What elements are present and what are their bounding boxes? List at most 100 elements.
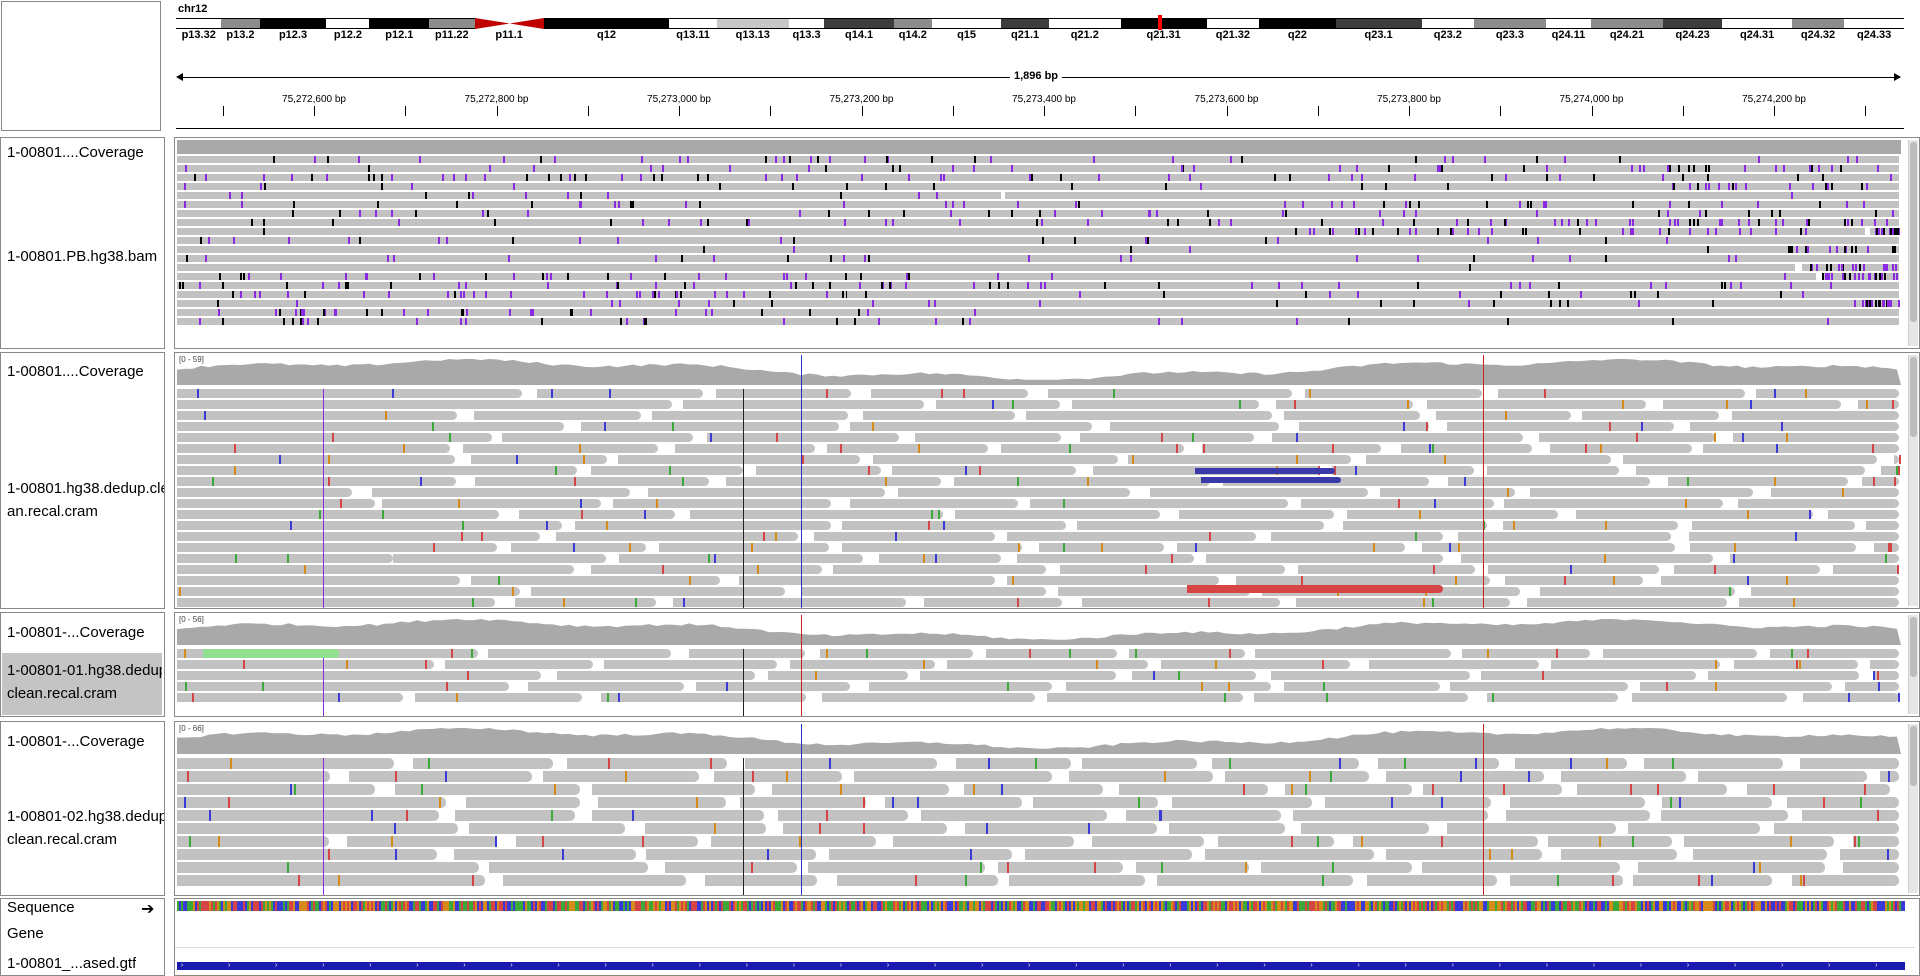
aligned-read[interactable] (177, 849, 302, 860)
aligned-read[interactable] (321, 875, 485, 886)
vertical-scrollbar[interactable] (1908, 724, 1918, 893)
aligned-read[interactable] (1058, 587, 1250, 596)
aligned-read[interactable] (1738, 598, 1899, 607)
coverage-plot[interactable] (177, 140, 1901, 154)
aligned-read[interactable] (1071, 400, 1259, 409)
aligned-read[interactable] (1082, 598, 1281, 607)
coverage-track-label[interactable]: 1-00801....Coverage (7, 363, 144, 380)
aligned-read[interactable] (1732, 433, 1899, 442)
aligned-read[interactable] (1509, 797, 1646, 808)
aligned-read[interactable] (985, 649, 1117, 658)
vertical-scrollbar[interactable] (1908, 140, 1918, 346)
aligned-read[interactable] (567, 758, 727, 769)
aligned-read[interactable] (1304, 389, 1482, 398)
aligned-read[interactable] (814, 532, 996, 541)
aligned-read[interactable] (1660, 576, 1899, 585)
reference-sequence-bar[interactable] (177, 901, 1905, 911)
aligned-read[interactable] (1301, 499, 1494, 508)
aligned-read[interactable] (334, 466, 578, 475)
aligned-read[interactable] (302, 598, 496, 607)
aligned-read[interactable] (1644, 758, 1783, 769)
aligned-read[interactable] (1783, 246, 1899, 253)
aligned-read[interactable] (528, 682, 685, 691)
aligned-read[interactable] (778, 810, 909, 821)
ideogram-band[interactable] (1120, 18, 1207, 29)
aligned-read[interactable] (1171, 797, 1312, 808)
scroll-thumb[interactable] (1910, 357, 1917, 437)
aligned-read[interactable] (1275, 400, 1413, 409)
aligned-read[interactable] (863, 411, 1016, 420)
aligned-read[interactable] (1225, 771, 1369, 782)
aligned-read[interactable] (1506, 810, 1650, 821)
aligned-read[interactable] (711, 836, 876, 847)
aligned-read[interactable] (683, 400, 924, 409)
aligned-read[interactable] (1821, 273, 1899, 280)
aligned-read[interactable] (1436, 411, 1572, 420)
aligned-read[interactable] (489, 862, 648, 873)
aligned-read[interactable] (1422, 543, 1676, 552)
aligned-read[interactable] (1486, 466, 1619, 475)
aligned-read[interactable] (756, 466, 881, 475)
selected-track-highlight[interactable]: 1-00801-01.hg38.dedup. clean.recal.cram (2, 653, 162, 715)
aligned-read[interactable] (891, 466, 1076, 475)
aligned-read[interactable] (1283, 682, 1440, 691)
discordant-pair-read[interactable] (1201, 477, 1341, 483)
aligned-read[interactable] (213, 771, 330, 782)
aligned-read[interactable] (268, 810, 440, 821)
aligned-read[interactable] (1298, 422, 1430, 431)
aligned-read[interactable] (1504, 576, 1644, 585)
aligned-read[interactable] (849, 422, 1092, 431)
data-panel-02[interactable]: [0 - 66] (174, 721, 1920, 896)
aligned-read[interactable] (177, 598, 370, 607)
aligned-read[interactable] (1702, 444, 1899, 453)
aligned-read[interactable] (177, 565, 364, 574)
aligned-read[interactable] (854, 771, 1053, 782)
aligned-read[interactable] (471, 455, 608, 464)
vertical-scrollbar[interactable] (1908, 615, 1918, 714)
ideogram-band[interactable] (669, 18, 717, 29)
aligned-read[interactable] (1487, 565, 1660, 574)
aligned-read[interactable] (254, 576, 460, 585)
aligned-read[interactable] (177, 237, 1643, 244)
aligned-read[interactable] (1346, 510, 1559, 519)
aligned-read[interactable] (371, 488, 631, 497)
aligned-read[interactable] (177, 246, 1809, 253)
aligned-read[interactable] (618, 455, 860, 464)
aligned-read[interactable] (1156, 875, 1354, 886)
coverage-plot[interactable] (177, 613, 1901, 647)
gene-track-area[interactable] (175, 919, 1915, 948)
aligned-read[interactable] (1332, 466, 1475, 475)
aligned-read[interactable] (790, 660, 936, 669)
aligned-read[interactable] (177, 264, 950, 271)
aligned-read[interactable] (1839, 849, 1899, 860)
aligned-read[interactable] (1632, 693, 1787, 702)
aligned-read[interactable] (1801, 264, 1899, 271)
aligned-read[interactable] (177, 532, 342, 541)
ideogram-band[interactable] (1722, 18, 1792, 29)
aligned-read[interactable] (1366, 455, 1611, 464)
aligned-read[interactable] (177, 156, 1043, 163)
aligned-read[interactable] (1059, 565, 1285, 574)
aligned-read[interactable] (1862, 477, 1899, 486)
discordant-pair-read[interactable] (1195, 468, 1335, 474)
aligned-read[interactable] (1135, 255, 1899, 262)
aligned-read[interactable] (1688, 532, 1899, 541)
aligned-read[interactable] (284, 693, 403, 702)
aligned-read[interactable] (1635, 466, 1865, 475)
aligned-read[interactable] (415, 693, 582, 702)
aligned-read[interactable] (815, 174, 1899, 181)
aligned-read[interactable] (1006, 532, 1257, 541)
aligned-read[interactable] (1353, 836, 1539, 847)
aligned-read[interactable] (177, 273, 1020, 280)
aligned-read[interactable] (177, 165, 1643, 172)
aligned-read[interactable] (1786, 797, 1899, 808)
aligned-read[interactable] (1285, 784, 1413, 795)
aligned-read[interactable] (1448, 477, 1651, 486)
aligned-read[interactable] (1539, 433, 1716, 442)
aligned-read[interactable] (321, 521, 562, 530)
aligned-read[interactable] (664, 862, 797, 873)
aligned-read[interactable] (392, 554, 607, 563)
aligned-read[interactable] (696, 682, 850, 691)
aligned-read[interactable] (1029, 499, 1288, 508)
aligned-read[interactable] (1755, 389, 1899, 398)
